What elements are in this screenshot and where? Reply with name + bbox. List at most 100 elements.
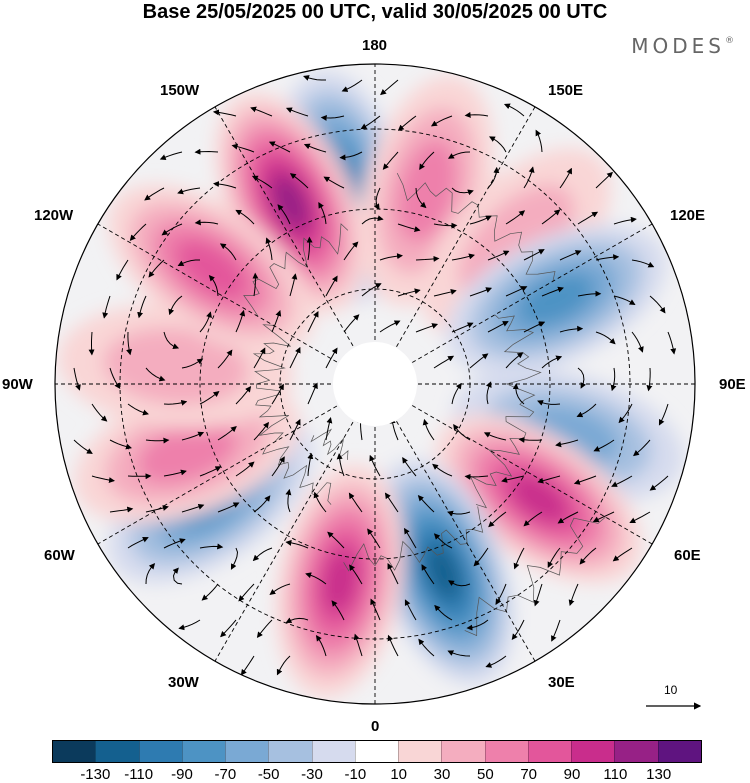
wind-arrow: [422, 418, 435, 441]
wind-arrow: [269, 583, 291, 595]
wind-arrow: [523, 321, 546, 333]
wind-arrow: [633, 439, 651, 457]
wind-arrow: [163, 399, 188, 406]
wind-arrow: [315, 634, 327, 657]
wind-arrow: [629, 511, 651, 524]
colorbar-tick-label: 110: [603, 766, 628, 783]
meridian-line: [214, 106, 536, 662]
colorbar-tick-label: 70: [520, 766, 537, 783]
colorbar-cell: [268, 741, 312, 762]
wind-arrow: [447, 510, 471, 517]
wind-arrow: [473, 547, 489, 567]
coastline: [396, 172, 556, 282]
wind-arrow: [325, 275, 338, 297]
lon-label-60w: 60W: [44, 547, 75, 564]
wind-arrow: [433, 289, 457, 297]
wind-arrow: [373, 187, 381, 210]
wind-arrow: [127, 536, 149, 549]
colorbar-cell: [225, 741, 269, 762]
wind-arrow: [649, 475, 669, 491]
wind-arrow: [144, 187, 165, 201]
wind-arrow: [447, 650, 471, 657]
wind-arrow: [343, 314, 360, 333]
wind-arrow: [577, 211, 599, 225]
anomaly-contour: [321, 547, 359, 615]
wind-arrow: [559, 325, 584, 333]
wind-arrow: [559, 250, 582, 261]
wind-arrow: [469, 215, 492, 225]
wind-arrow: [369, 454, 381, 477]
lon-label-90e: 90E: [719, 376, 746, 393]
wind-arrow: [595, 171, 614, 189]
wind-arrow: [541, 209, 561, 225]
wind-arrow: [313, 491, 327, 513]
wind-arrow: [658, 403, 669, 426]
colorbar-tick-label: -110: [124, 766, 154, 783]
coastline: [243, 223, 349, 317]
wind-arrow: [235, 461, 255, 477]
wind-arrow: [505, 210, 526, 225]
wind-arrow: [230, 547, 239, 570]
lon-label-180: 180: [362, 37, 388, 54]
wind-arrow: [417, 494, 435, 513]
wind-arrow: [419, 151, 435, 171]
colorbar-tick-label: -30: [301, 766, 323, 783]
wind-arrow: [487, 166, 500, 189]
wind-arrow: [397, 288, 421, 297]
wind-arrow: [235, 209, 255, 225]
colorbar-tick-label: -130: [80, 766, 111, 783]
wind-arrow: [199, 466, 222, 477]
wind-arrow: [271, 383, 284, 405]
anomaly-contour: [103, 328, 249, 406]
wind-arrow: [451, 322, 474, 333]
wind-arrow: [397, 223, 421, 232]
positive-anomaly-center: [435, 414, 642, 584]
anomaly-contour: [136, 420, 238, 484]
wind-vectors: [73, 75, 677, 676]
wind-arrow: [231, 143, 255, 153]
wind-arrow: [513, 547, 525, 570]
wind-arrow: [168, 295, 183, 316]
wind-arrow: [523, 511, 543, 527]
wind-arrow: [512, 383, 525, 405]
wind-arrow: [145, 505, 169, 513]
wind-arrow: [343, 241, 359, 261]
wind-arrow: [402, 457, 417, 477]
positive-anomaly-center: [108, 184, 315, 354]
wind-arrow: [649, 295, 666, 314]
colorbar-cell: [527, 741, 572, 762]
anomaly-contour: [509, 474, 569, 523]
pole-hole: [333, 342, 417, 426]
wind-arrow: [327, 531, 345, 549]
wind-arrow: [307, 452, 314, 477]
wind-arrow: [268, 141, 291, 153]
wind-arrow: [181, 503, 205, 513]
wind-arrow: [217, 426, 237, 441]
wind-arrow: [323, 176, 345, 189]
wind-arrow: [555, 439, 579, 448]
wind-arrow: [487, 250, 510, 261]
wind-arrow: [451, 187, 474, 196]
wind-arrow: [379, 253, 403, 261]
wind-arrow: [289, 346, 301, 369]
wind-arrow: [568, 583, 579, 606]
wind-arrow: [129, 223, 147, 241]
lon-label-30w: 30W: [168, 674, 199, 691]
colorbar-tick-label: 10: [390, 766, 407, 783]
map-border: [54, 63, 696, 705]
wind-arrow: [593, 439, 615, 452]
wind-arrow: [646, 367, 653, 392]
wind-arrow: [447, 151, 471, 159]
wind-arrow: [217, 349, 233, 369]
wind-arrow: [486, 381, 492, 405]
wind-arrow: [433, 355, 455, 369]
wind-arrow: [256, 619, 273, 638]
brand-name: MODES: [631, 34, 725, 58]
wind-arrow: [631, 331, 644, 353]
colorbar-cell: [484, 741, 528, 762]
wind-arrow: [307, 382, 318, 405]
wind-arrow: [397, 115, 417, 131]
wind-arrow: [535, 129, 543, 153]
wind-arrow: [505, 352, 524, 369]
colorbar-tick-label: 130: [646, 766, 672, 783]
